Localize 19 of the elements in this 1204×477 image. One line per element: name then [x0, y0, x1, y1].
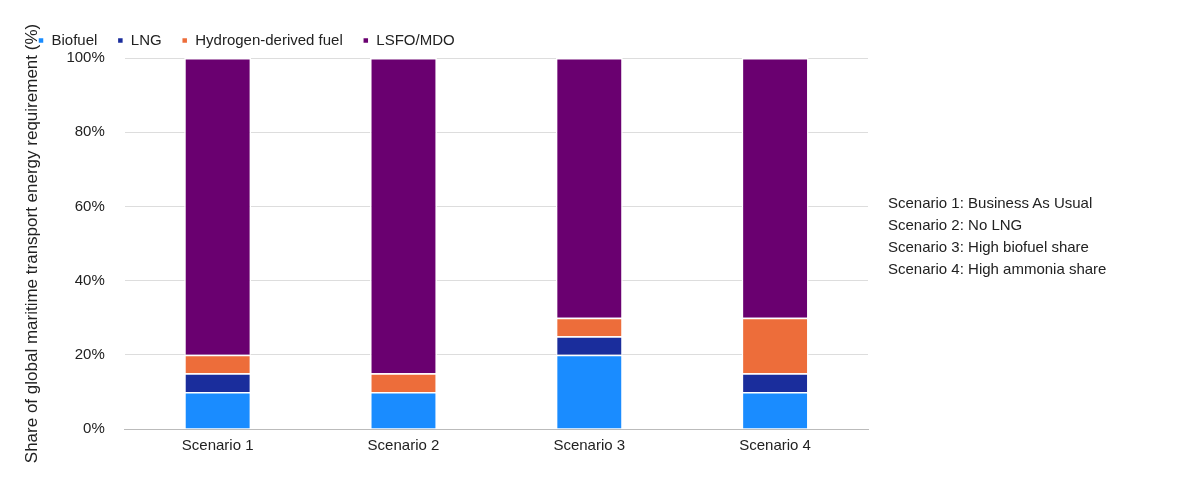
text: Scenario 4: High ammonia share: [888, 258, 1107, 279]
legend-label: Biofuel: [51, 30, 98, 48]
y-axis-title: Share of global maritime transport energy requirement (%): [21, 23, 41, 464]
y-tick-label: 100%: [66, 48, 105, 66]
text: Scenario 1: Business As Usual: [888, 192, 1094, 213]
text: Scenario 3: High biofuel share: [888, 236, 1090, 257]
y-tick-label: 20%: [74, 344, 105, 362]
x-tick-label: Scenario 3: [553, 436, 626, 454]
y-tick-label: 80%: [74, 122, 105, 140]
y-tick-label: 60%: [74, 196, 105, 214]
x-tick-label: Scenario 2: [367, 436, 440, 454]
y-tick-label: 0%: [83, 419, 105, 437]
x-tick-label: Scenario 4: [739, 436, 811, 454]
x-tick-label: Scenario 1: [181, 436, 254, 454]
legend-label: LSFO/MDO: [376, 30, 455, 48]
legend-label: Hydrogen-derived fuel: [195, 30, 343, 48]
y-tick-label: 40%: [74, 270, 105, 288]
text: Scenario 2: No LNG: [888, 214, 1024, 235]
legend-label: LNG: [130, 30, 162, 48]
